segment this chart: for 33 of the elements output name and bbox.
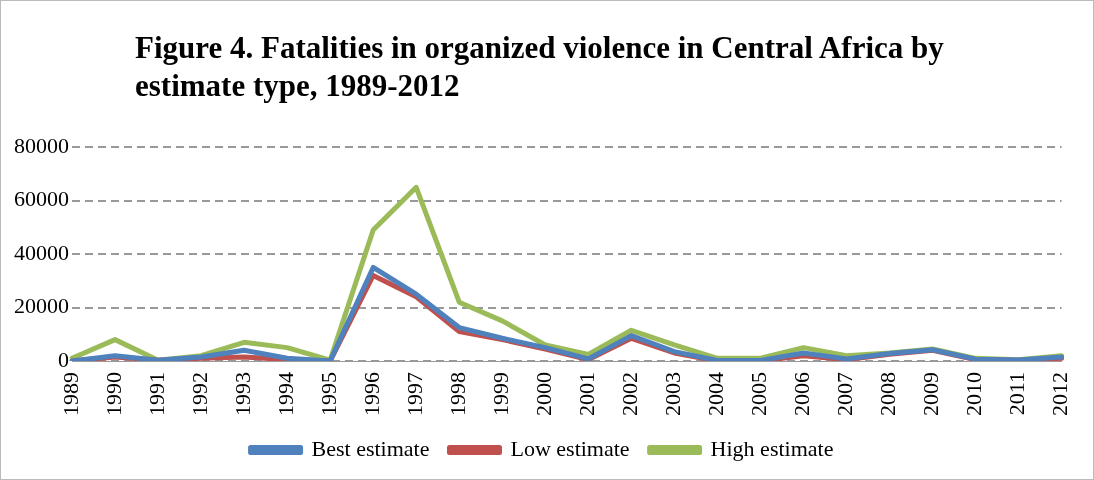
x-tick-label: 2006 — [789, 372, 815, 416]
y-tick-label: 60000 — [14, 186, 69, 212]
y-tick-label: 80000 — [14, 132, 69, 158]
legend-label: Best estimate — [311, 435, 430, 461]
x-tick-label: 2007 — [832, 372, 858, 416]
x-tick-label: 1998 — [445, 372, 471, 416]
x-tick-label: 2002 — [617, 372, 643, 416]
x-tick-label: 2001 — [574, 372, 600, 416]
legend-label: Low estimate — [510, 435, 630, 461]
x-tick-label: 1996 — [358, 372, 384, 416]
x-tick-label: 1990 — [100, 372, 126, 416]
x-tick-label: 2004 — [703, 372, 729, 416]
x-tick-label: 1991 — [143, 372, 169, 416]
x-tick-label: 2003 — [660, 372, 686, 416]
x-tick-label: 2012 — [1047, 372, 1073, 416]
x-tick-label: 1989 — [57, 372, 83, 416]
x-tick-label: 2010 — [961, 372, 987, 416]
x-tick-label: 2009 — [918, 372, 944, 416]
x-tick-label: 2011 — [1004, 372, 1030, 416]
x-tick-label: 1992 — [186, 372, 212, 416]
y-tick-label: 40000 — [14, 239, 69, 265]
x-tick-label: 1995 — [315, 372, 341, 416]
x-tick-label: 1999 — [488, 372, 514, 416]
chart-title: Figure 4. Fatalities in organized violence in Central Africa by estimate type, 1989-2012 — [135, 29, 945, 105]
x-tick-label: 1993 — [229, 372, 255, 416]
y-tick-label: 20000 — [14, 293, 69, 319]
x-tick-label: 2008 — [875, 372, 901, 416]
x-tick-label: 2005 — [746, 372, 772, 416]
legend-label: High estimate — [710, 435, 834, 461]
y-tick-label: 0 — [58, 346, 69, 372]
x-tick-label: 1994 — [272, 372, 298, 416]
x-tick-label: 1997 — [401, 372, 427, 416]
x-tick-label: 2000 — [531, 372, 557, 416]
